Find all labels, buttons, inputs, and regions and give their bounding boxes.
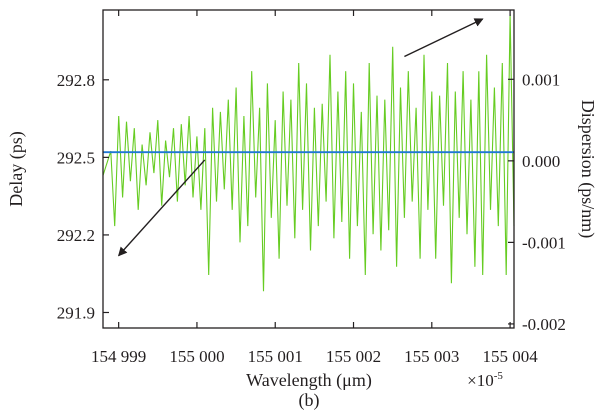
x-tick-label: 155 003: [404, 347, 459, 366]
x-axis-ticks: 154 999 155 000 155 001 155 002 155 003 155 0…: [91, 10, 538, 366]
x-axis-title: Wavelength (μm): [246, 370, 372, 391]
left-y-tick-label: 292.2: [57, 226, 95, 245]
right-y-axis-title: Dispersion (ps/nm): [577, 100, 595, 239]
series-layer: [102, 14, 515, 292]
right-y-tick-label: -0.002: [522, 315, 566, 334]
plot-frame: [102, 9, 515, 329]
right-y-tick-label: 0.001: [522, 70, 560, 89]
x-axis-multiplier: ×10-5: [467, 370, 503, 390]
x-tick-label: 155 004: [482, 347, 538, 366]
right-y-tick-label: -0.001: [522, 233, 566, 252]
x-axis-multiplier-base: ×10: [467, 371, 494, 390]
x-tick-label: 155 002: [326, 347, 381, 366]
annotation-layer: [117, 18, 484, 257]
right-y-axis-ticks: -0.002 -0.001 0.000 0.001: [508, 70, 566, 334]
right-y-tick-label: 0.000: [522, 152, 560, 171]
arrow-to-delay-axis: [117, 159, 206, 257]
arrow-to-dispersion-axis: [404, 18, 484, 58]
panel-label: (b): [299, 390, 320, 411]
left-y-tick-label: 292.8: [57, 71, 95, 90]
left-y-tick-label: 291.9: [57, 303, 95, 322]
x-axis-multiplier-exponent: -5: [494, 370, 504, 382]
x-tick-label: 154 999: [91, 347, 146, 366]
left-y-axis-ticks: 291.9 292.2 292.5 292.8: [57, 71, 109, 322]
left-y-axis-title: Delay (ps): [6, 131, 27, 206]
x-tick-label: 155 001: [248, 347, 303, 366]
x-tick-label: 155 000: [169, 347, 224, 366]
left-y-tick-label: 292.5: [57, 148, 95, 167]
